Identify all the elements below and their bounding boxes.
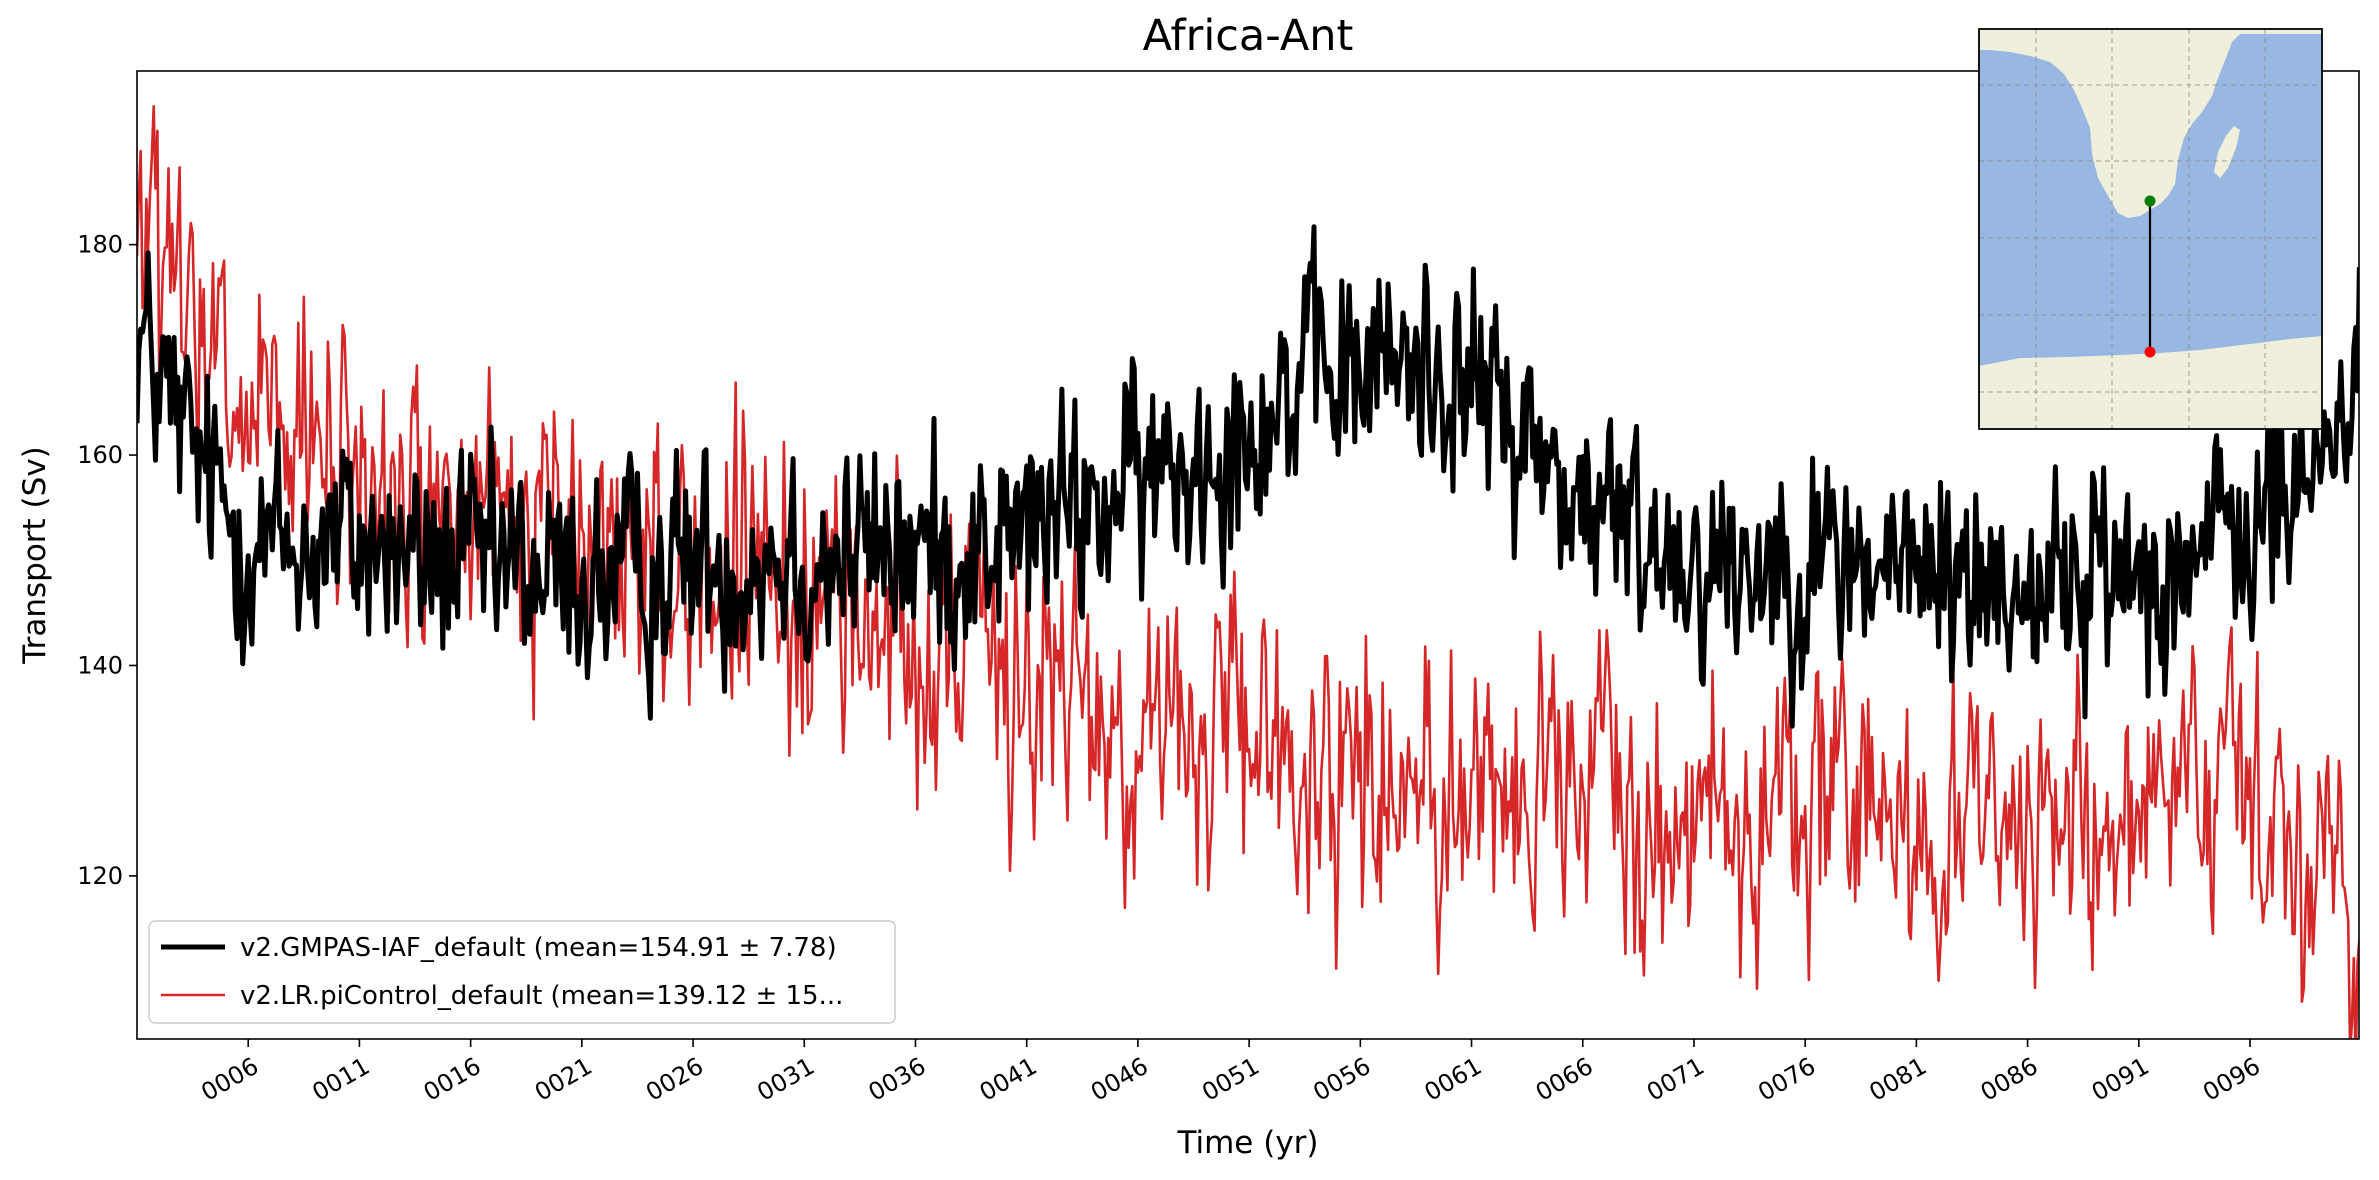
- series-line-gmpas: [137, 224, 2359, 729]
- y-tick-label: 140: [77, 651, 123, 679]
- y-tick-label: 120: [77, 862, 123, 890]
- map-frame: [1978, 28, 2323, 430]
- legend-box: [148, 920, 896, 1024]
- legend: v2.GMPAS-IAF_default (mean=154.91 ± 7.78…: [148, 920, 896, 1024]
- plot-frame: [136, 70, 2360, 1040]
- x-axis-title: Time (yr): [1177, 1125, 1319, 1161]
- legend-label-picontrol: v2.LR.piControl_default (mean=139.12 ± 1…: [240, 981, 843, 1011]
- plot-area: [136, 70, 2360, 1040]
- legend-label-gmpas: v2.GMPAS-IAF_default (mean=154.91 ± 7.78…: [240, 933, 837, 963]
- map-land-madagascar: [2214, 126, 2240, 178]
- series-line-picontrol: [137, 105, 2359, 1039]
- inset-map: [1978, 28, 2323, 430]
- y-tick-label: 180: [77, 231, 123, 259]
- y-axis: 120 140 160 180: [77, 231, 137, 890]
- map-land-antarctica: [1979, 336, 2322, 429]
- map-land-africa: [1979, 29, 2322, 218]
- chart-title: Africa-Ant: [1143, 11, 1354, 61]
- map-start-point: [2144, 195, 2156, 207]
- series-layer: [137, 105, 2359, 1039]
- y-axis-title: Transport (Sv): [17, 446, 53, 665]
- map-end-point: [2144, 346, 2156, 358]
- y-tick-label: 160: [77, 441, 123, 469]
